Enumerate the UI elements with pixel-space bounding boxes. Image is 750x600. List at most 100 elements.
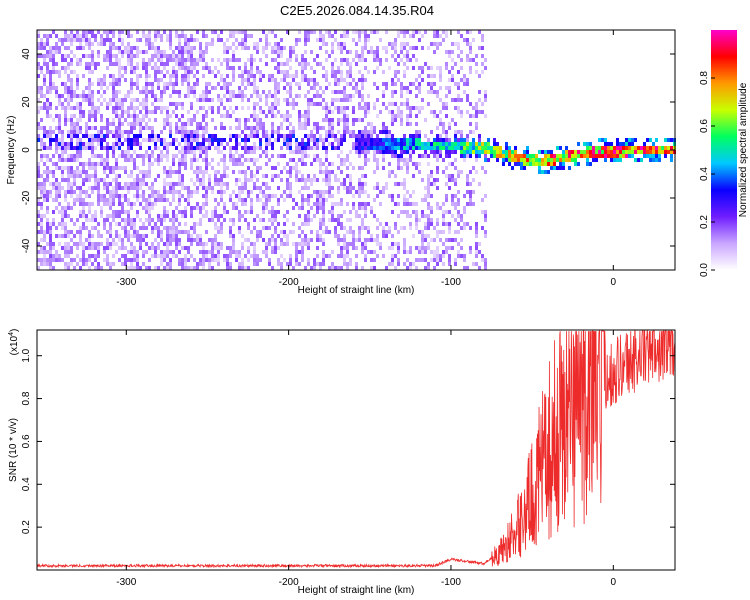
spectrogram-cell (244, 218, 247, 222)
spectrogram-cell (322, 262, 325, 266)
spectrogram-cell (418, 106, 421, 110)
spectrogram-cell (130, 58, 133, 62)
spectrogram-cell (100, 114, 103, 118)
spectrogram-cell (322, 222, 325, 226)
spectrogram-cell (301, 66, 304, 70)
spectrogram-cell (88, 70, 91, 74)
spectrogram-cell (316, 122, 319, 126)
spectrogram-cell (43, 78, 46, 82)
spectrogram-cell (307, 146, 310, 150)
spectrogram-cell (289, 122, 292, 126)
spectrogram-cell (394, 154, 397, 158)
spectrogram-cell (127, 150, 130, 154)
spectrogram-cell (145, 90, 148, 94)
spectrogram-cell (136, 194, 139, 198)
spectrogram-cell (76, 138, 79, 142)
spectrogram-cell (172, 162, 175, 166)
spectrogram-cell (292, 134, 295, 138)
spectrogram-cell (118, 222, 121, 226)
spectrogram-cell (64, 110, 67, 114)
spectrogram-cell (244, 146, 247, 150)
spectrogram-cell (130, 226, 133, 230)
spectrogram-cell (202, 130, 205, 134)
spectrogram-cell (367, 50, 370, 54)
spectrogram-cell (508, 150, 511, 154)
spectrogram-cell (457, 230, 460, 234)
spectrogram-cell (619, 142, 622, 146)
spectrogram-cell (145, 42, 148, 46)
spectrogram-cell (118, 58, 121, 62)
spectrogram-cell (40, 126, 43, 130)
spectrogram-cell (163, 138, 166, 142)
spectrogram-cell (364, 162, 367, 166)
spectrogram-cell (415, 30, 418, 34)
spectrogram-cell (337, 254, 340, 258)
spectrogram-cell (184, 70, 187, 74)
spectrogram-cell (196, 202, 199, 206)
spectrogram-cell (37, 258, 40, 262)
spectrogram-cell (262, 126, 265, 130)
spectrogram-cell (460, 146, 463, 150)
spectrogram-cell (139, 38, 142, 42)
spectrogram-cell (52, 62, 55, 66)
spectrogram-cell (118, 238, 121, 242)
spectrogram-cell (163, 146, 166, 150)
spectrogram-cell (130, 182, 133, 186)
spectrogram-cell (70, 38, 73, 42)
spectrogram-cell (46, 134, 49, 138)
spectrogram-cell (58, 242, 61, 246)
spectrogram-cell (61, 166, 64, 170)
spectrogram-cell (181, 162, 184, 166)
spectrogram-cell (85, 226, 88, 230)
spectrogram-cell (43, 254, 46, 258)
spectrogram-cell (91, 106, 94, 110)
spectrogram-cell (457, 146, 460, 150)
spectrogram-cell (328, 122, 331, 126)
spectrogram-cell (265, 162, 268, 166)
spectrogram-cell (514, 154, 517, 158)
spectrogram-cell (49, 34, 52, 38)
spectrogram-cell (286, 146, 289, 150)
spectrogram-cell (70, 58, 73, 62)
spectrogram-cell (307, 30, 310, 34)
spectrogram-cell (52, 218, 55, 222)
spectrogram-cell (394, 46, 397, 50)
spectrogram-cell (349, 226, 352, 230)
spectrogram-cell (397, 146, 400, 150)
spectrogram-cell (238, 250, 241, 254)
spectrogram-cell (43, 190, 46, 194)
spectrogram-cell (262, 190, 265, 194)
spectrogram-cell (313, 82, 316, 86)
spectrogram-cell (202, 250, 205, 254)
spectrogram-cell (598, 154, 601, 158)
spectrogram-cell (373, 198, 376, 202)
spectrogram-cell (127, 50, 130, 54)
spectrogram-cell (142, 50, 145, 54)
spectrogram-cell (70, 106, 73, 110)
spectrogram-cell (307, 186, 310, 190)
spectrogram-cell (88, 66, 91, 70)
spectrogram-cell (229, 154, 232, 158)
spectrogram-cell (148, 258, 151, 262)
spectrogram-cell (88, 46, 91, 50)
spectrogram-cell (520, 162, 523, 166)
spectrogram-cell (397, 154, 400, 158)
spectrogram-cell (82, 94, 85, 98)
spectrogram-cell (220, 114, 223, 118)
spectrogram-cell (361, 182, 364, 186)
spectrogram-cell (139, 238, 142, 242)
spectrogram-cell (205, 242, 208, 246)
spectrogram-cell (55, 234, 58, 238)
spectrogram-cell (337, 222, 340, 226)
spectrogram-cell (157, 70, 160, 74)
spectrogram-cell (292, 98, 295, 102)
spectrogram-cell (226, 98, 229, 102)
spectrogram-cell (406, 86, 409, 90)
spectrogram-cell (85, 146, 88, 150)
spectrogram-cell (376, 86, 379, 90)
spectrogram-cell (484, 194, 487, 198)
spectrogram-cell (67, 98, 70, 102)
spectrogram-cell (382, 190, 385, 194)
spectrogram-cell (643, 154, 646, 158)
spectrogram-cell (400, 182, 403, 186)
